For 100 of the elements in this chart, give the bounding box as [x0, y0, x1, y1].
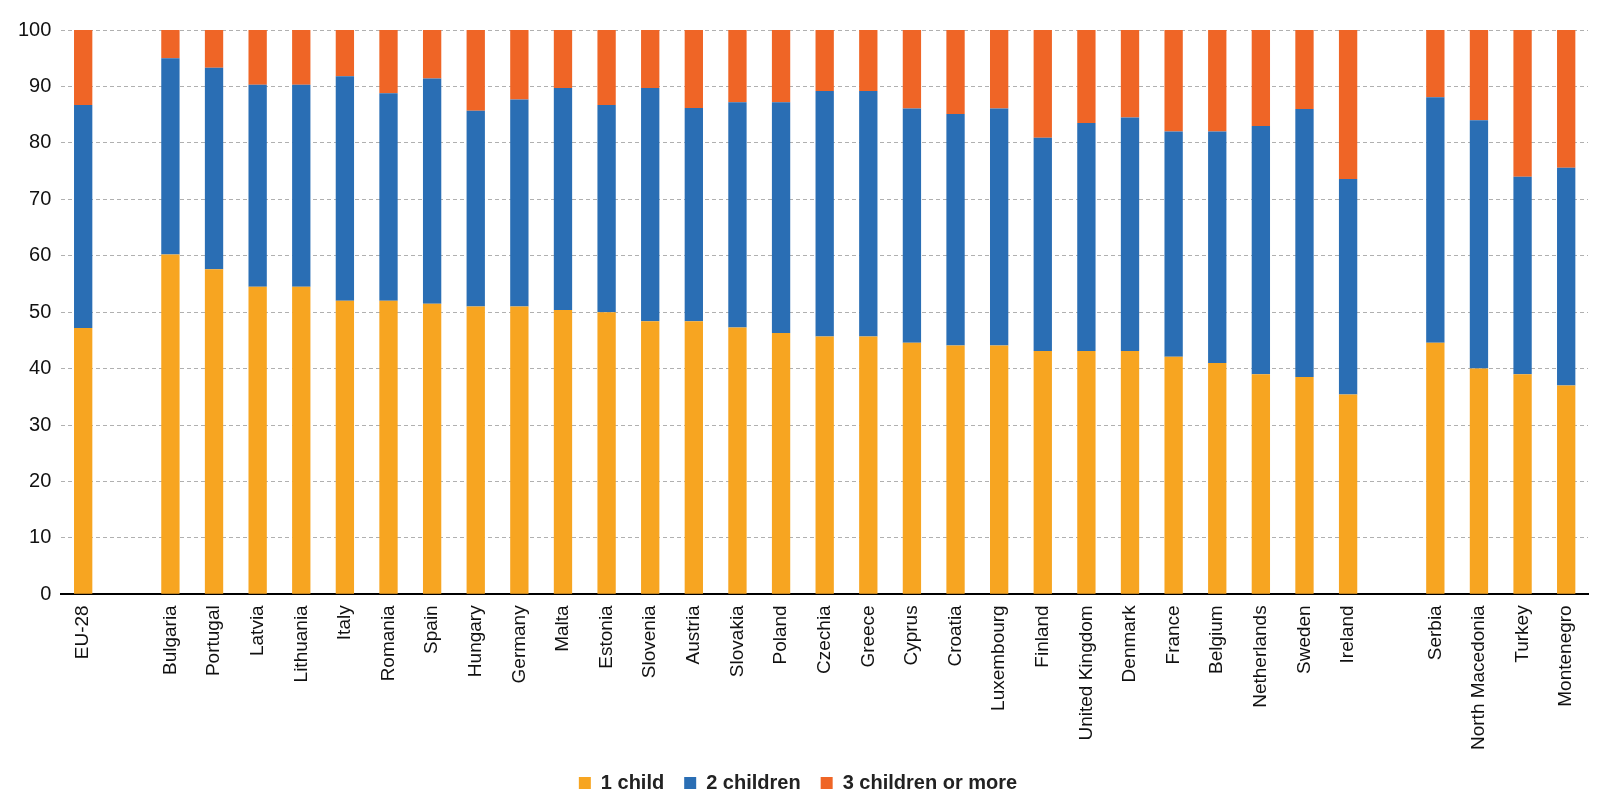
x-tick-label: Lithuania	[289, 604, 311, 683]
x-tick-label: Serbia	[1423, 604, 1445, 661]
bar	[335, 76, 355, 301]
bar	[1120, 117, 1140, 352]
bar	[422, 30, 442, 79]
y-tick-label: 40	[29, 356, 52, 379]
y-tick-label: 50	[29, 299, 52, 322]
x-tick-label: Ireland	[1336, 605, 1358, 664]
bar	[335, 300, 355, 594]
y-tick-label: 80	[29, 130, 52, 153]
bar	[641, 88, 660, 322]
bar	[553, 88, 573, 310]
bar	[946, 345, 965, 594]
bar	[641, 30, 660, 89]
bar	[161, 58, 180, 255]
bar	[1295, 377, 1314, 594]
x-tick-label: Romania	[376, 604, 398, 682]
x-tick-label: Slovenia	[638, 604, 660, 679]
bar	[1513, 374, 1532, 594]
x-tick-label: North Macedonia	[1467, 604, 1489, 751]
bar	[292, 84, 311, 287]
x-tick-label: Latvia	[245, 604, 267, 657]
legend-label: 2 children	[706, 770, 801, 793]
bar	[74, 105, 93, 328]
bar	[859, 90, 878, 337]
bar	[1164, 356, 1183, 594]
bar	[553, 309, 573, 594]
bar	[161, 254, 180, 594]
bar	[1077, 123, 1096, 352]
bar	[248, 84, 267, 287]
x-tick-label: Italy	[333, 604, 355, 641]
bar	[1513, 30, 1532, 177]
y-tick-label: 70	[29, 186, 52, 209]
bar	[902, 30, 922, 109]
x-tick-label: Montenegro	[1554, 605, 1576, 707]
x-tick-label: Cyprus	[900, 605, 922, 666]
bar	[466, 110, 485, 307]
bar	[1077, 351, 1096, 594]
bar	[597, 30, 616, 106]
x-tick-label: Austria	[682, 604, 704, 665]
x-tick-label: EU-28	[71, 605, 93, 660]
bar	[641, 321, 660, 594]
bar	[771, 333, 791, 594]
x-tick-label: Czechia	[812, 604, 834, 674]
x-tick-label: Croatia	[943, 604, 965, 667]
bar	[815, 336, 834, 594]
x-tick-label: France	[1161, 605, 1183, 665]
x-tick-label: United Kingdom	[1074, 605, 1096, 741]
bar	[684, 107, 703, 322]
bar	[510, 99, 529, 307]
bar	[248, 30, 267, 85]
x-tick-label: Sweden	[1292, 605, 1314, 674]
bar	[292, 30, 311, 85]
bar	[771, 102, 791, 334]
x-tick-label: Malta	[551, 604, 573, 652]
bar	[1426, 30, 1445, 98]
bar	[990, 30, 1009, 109]
bar	[1338, 178, 1358, 395]
bar	[597, 105, 616, 313]
bar	[74, 30, 93, 106]
bar	[728, 327, 747, 594]
bar	[990, 108, 1009, 346]
bar	[204, 67, 224, 270]
bar	[1120, 351, 1140, 594]
legend-label: 3 children or more	[842, 770, 1018, 793]
y-tick-label: 60	[29, 243, 52, 266]
x-tick-label: Poland	[769, 605, 791, 665]
bar	[1295, 30, 1314, 109]
bar	[1164, 131, 1183, 357]
bar	[1251, 30, 1271, 126]
x-tick-label: Belgium	[1205, 605, 1227, 674]
x-tick-label: Finland	[1031, 605, 1053, 668]
bar	[1469, 30, 1489, 121]
bar	[1338, 394, 1358, 594]
bar	[1251, 125, 1271, 375]
bar	[990, 345, 1009, 594]
bar	[161, 30, 180, 59]
bar	[1557, 385, 1576, 594]
y-tick-label: 30	[29, 412, 52, 435]
y-tick-label: 100	[17, 17, 52, 40]
y-tick-label: 10	[29, 525, 52, 548]
bar	[1469, 120, 1489, 369]
bar	[248, 286, 267, 594]
bar	[684, 30, 703, 108]
bar	[422, 78, 442, 304]
bar	[946, 114, 965, 346]
bar	[728, 30, 747, 103]
bar	[335, 30, 355, 77]
x-tick-label: Spain	[420, 605, 442, 654]
bar	[510, 306, 529, 594]
bar	[815, 90, 834, 337]
bar	[379, 30, 398, 94]
x-tick-label: Greece	[856, 605, 878, 668]
x-tick-label: Netherlands	[1249, 605, 1271, 708]
bar	[1208, 131, 1227, 363]
bar	[684, 321, 703, 594]
bar	[815, 30, 834, 91]
bar	[204, 30, 224, 68]
x-tick-label: Turkey	[1510, 604, 1532, 663]
bar	[1426, 342, 1445, 594]
